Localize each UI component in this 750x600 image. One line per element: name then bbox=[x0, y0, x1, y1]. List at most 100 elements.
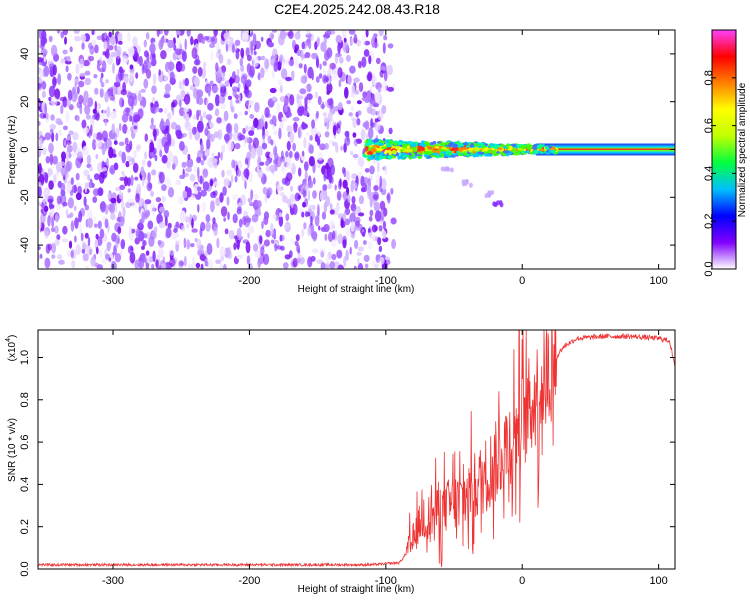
noise-blob bbox=[168, 249, 175, 256]
noise-blob bbox=[322, 184, 328, 191]
noise-blob bbox=[136, 144, 142, 150]
noise-blob bbox=[254, 102, 260, 113]
noise-blob bbox=[196, 156, 202, 164]
noise-blob bbox=[200, 263, 204, 269]
noise-blob bbox=[38, 186, 42, 198]
noise-blob bbox=[369, 165, 375, 175]
noise-blob bbox=[335, 34, 342, 44]
noise-blob bbox=[134, 237, 140, 245]
noise-blob bbox=[301, 211, 305, 218]
noise-blob bbox=[75, 156, 82, 169]
noise-blob bbox=[362, 35, 366, 46]
noise-blob bbox=[248, 103, 251, 113]
noise-blob bbox=[340, 145, 343, 151]
noise-blob bbox=[336, 249, 343, 259]
noise-blob bbox=[245, 89, 252, 99]
noise-blob bbox=[157, 247, 164, 258]
noise-blob bbox=[236, 238, 240, 250]
noise-blob bbox=[186, 223, 189, 229]
noise-blob bbox=[354, 239, 359, 249]
noise-blob bbox=[184, 121, 192, 131]
noise-blob bbox=[288, 30, 294, 40]
signal-blob bbox=[382, 155, 387, 158]
signal-blob bbox=[461, 147, 468, 151]
noise-blob bbox=[72, 141, 78, 153]
noise-blob bbox=[202, 111, 207, 119]
signal-blob bbox=[488, 145, 495, 148]
noise-blob bbox=[348, 30, 356, 35]
noise-blob bbox=[307, 256, 313, 268]
signal-blob bbox=[500, 144, 505, 148]
noise-blob bbox=[38, 83, 42, 88]
noise-blob bbox=[140, 88, 146, 93]
noise-blob bbox=[184, 38, 187, 51]
noise-blob bbox=[377, 109, 384, 121]
signal-blob bbox=[393, 142, 398, 146]
noise-blob bbox=[209, 122, 214, 129]
snr-y-label: SNR (10 * v/v) bbox=[7, 418, 18, 482]
signal-blob bbox=[411, 156, 417, 159]
noise-blob bbox=[121, 170, 125, 176]
noise-blob bbox=[213, 30, 218, 37]
noise-blob bbox=[364, 98, 370, 103]
noise-blob bbox=[161, 184, 167, 192]
noise-blob bbox=[99, 249, 103, 259]
noise-blob bbox=[151, 169, 157, 176]
noise-blob bbox=[71, 260, 76, 269]
noise-blob bbox=[106, 241, 112, 248]
noise-blob bbox=[223, 110, 229, 122]
noise-blob bbox=[56, 234, 61, 241]
noise-blob bbox=[382, 230, 387, 239]
noise-blob bbox=[131, 100, 134, 110]
noise-blob bbox=[97, 220, 102, 229]
noise-blob bbox=[110, 51, 115, 58]
noise-blob bbox=[205, 214, 211, 223]
noise-blob bbox=[92, 196, 98, 204]
noise-blob bbox=[303, 63, 307, 74]
noise-blob bbox=[108, 146, 114, 159]
noise-blob bbox=[338, 79, 342, 88]
noise-blob bbox=[294, 151, 300, 162]
noise-blob bbox=[200, 142, 204, 154]
noise-blob bbox=[244, 136, 250, 144]
noise-blob bbox=[134, 259, 139, 269]
noise-blob bbox=[145, 68, 152, 79]
noise-blob bbox=[54, 238, 60, 246]
noise-blob bbox=[379, 200, 386, 211]
noise-blob bbox=[104, 118, 108, 126]
noise-blob bbox=[96, 35, 103, 41]
noise-blob bbox=[164, 216, 168, 227]
noise-blob bbox=[120, 239, 126, 250]
noise-blob bbox=[249, 114, 255, 119]
noise-blob bbox=[216, 237, 220, 249]
noise-blob bbox=[52, 155, 58, 165]
noise-blob bbox=[70, 250, 74, 259]
noise-blob bbox=[65, 209, 69, 216]
noise-blob bbox=[121, 151, 126, 164]
noise-blob bbox=[95, 153, 99, 160]
noise-blob bbox=[121, 55, 129, 64]
noise-blob bbox=[129, 251, 136, 264]
noise-blob bbox=[289, 94, 295, 106]
noise-blob bbox=[206, 243, 213, 255]
noise-blob bbox=[372, 103, 379, 108]
noise-blob bbox=[324, 233, 328, 241]
noise-blob bbox=[121, 113, 129, 123]
noise-blob bbox=[324, 100, 328, 107]
noise-blob bbox=[220, 151, 223, 161]
noise-blob bbox=[276, 184, 282, 195]
noise-blob bbox=[67, 89, 73, 101]
noise-blob bbox=[39, 137, 43, 150]
noise-blob bbox=[317, 204, 320, 217]
noise-blob bbox=[367, 71, 373, 82]
snr-frame bbox=[37, 329, 676, 570]
noise-blob bbox=[196, 89, 204, 98]
noise-blob bbox=[217, 129, 223, 141]
noise-blob bbox=[278, 215, 284, 227]
noise-blob bbox=[369, 86, 373, 92]
noise-blob bbox=[294, 44, 300, 51]
noise-blob bbox=[124, 137, 129, 146]
noise-blob bbox=[186, 30, 191, 37]
noise-blob bbox=[51, 217, 54, 228]
noise-blob bbox=[349, 65, 356, 74]
